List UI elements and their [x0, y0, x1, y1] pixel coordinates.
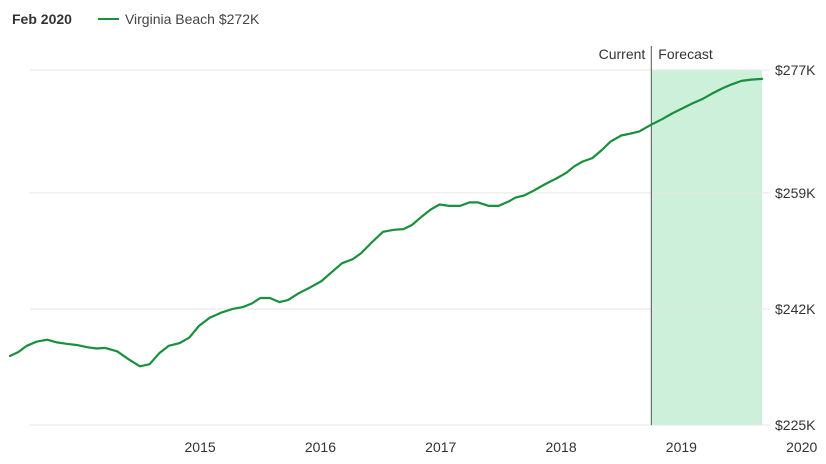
x-tick-label: 2019 [666, 439, 697, 455]
date-label: Feb 2020 [12, 11, 72, 27]
y-tick-label: $259K [775, 185, 816, 201]
legend-label: Virginia Beach $272K [124, 11, 260, 27]
forecast-label: Forecast [658, 46, 713, 62]
y-tick-label: $225K [775, 417, 816, 433]
x-tick-label: 2020 [786, 439, 817, 455]
y-tick-label: $242K [775, 301, 816, 317]
series-line [8, 77, 764, 368]
y-tick-label: $277K [775, 62, 816, 78]
x-tick-label: 2018 [545, 439, 576, 455]
x-axis: 2015 2016 2017 2018 2019 2020 [185, 439, 818, 455]
zone-labels: Current Forecast [599, 46, 713, 62]
x-tick-label: 2015 [185, 439, 216, 455]
grid-lines [30, 69, 770, 426]
legend-swatch [97, 18, 119, 20]
forecast-shade [651, 70, 762, 425]
forecast-region [651, 70, 762, 425]
current-label: Current [599, 46, 646, 62]
x-tick-label: 2016 [305, 439, 336, 455]
legend[interactable]: Virginia Beach $272K [97, 11, 260, 27]
chart-header: Feb 2020 Virginia Beach $272K [12, 9, 259, 29]
series-group [8, 77, 764, 368]
y-axis: $277K $259K $242K $225K [775, 62, 816, 433]
x-tick-label: 2017 [425, 439, 456, 455]
